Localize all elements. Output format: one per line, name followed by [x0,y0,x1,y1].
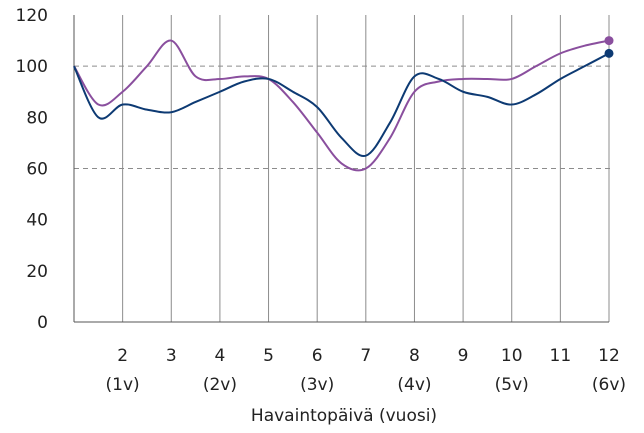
x-tick-label: 7 [360,346,371,366]
x-axis-title: Havaintopäivä (vuosi) [251,406,437,426]
y-tick-label: 80 [26,108,48,128]
x-tick-label: 2 [117,346,128,366]
x-tick-sublabel: (5v) [495,375,529,395]
x-tick-label: 12 [598,346,620,366]
x-tick-label: 6 [312,346,323,366]
x-tick-label: 3 [166,346,177,366]
x-tick-sublabel: (1v) [106,375,140,395]
series-2-end-point [604,48,614,58]
y-tick-label: 60 [26,160,48,180]
x-tick-label: 9 [458,346,469,366]
y-tick-label: 0 [37,313,48,333]
y-tick-labels: 0 20 40 60 80 100 120 [16,6,48,333]
x-tick-sublabel: (2v) [203,375,237,395]
x-tick-sublabel: (4v) [397,375,431,395]
series-group [73,36,614,172]
y-tick-label: 120 [16,6,48,26]
y-tick-label: 20 [26,262,48,282]
series-line-2 [73,52,610,158]
series-1-end-point [604,36,614,46]
y-tick-label: 100 [16,57,48,77]
x-tick-labels: 2 (1v) 3 4 (2v) 5 6 (3v) 7 8 (4v) 9 10 (5v) 11 12 (6v) [106,346,627,395]
x-tick-label: 4 [214,346,225,366]
x-tick-sublabel: (6v) [592,375,626,395]
x-tick-sublabel: (3v) [300,375,334,395]
x-tick-label: 10 [501,346,523,366]
x-tick-label: 5 [263,346,274,366]
x-tick-label: 11 [550,346,572,366]
series-line-1 [73,39,610,172]
reference-lines [74,65,614,169]
x-tick-label: 8 [409,346,420,366]
y-tick-label: 40 [26,211,48,231]
